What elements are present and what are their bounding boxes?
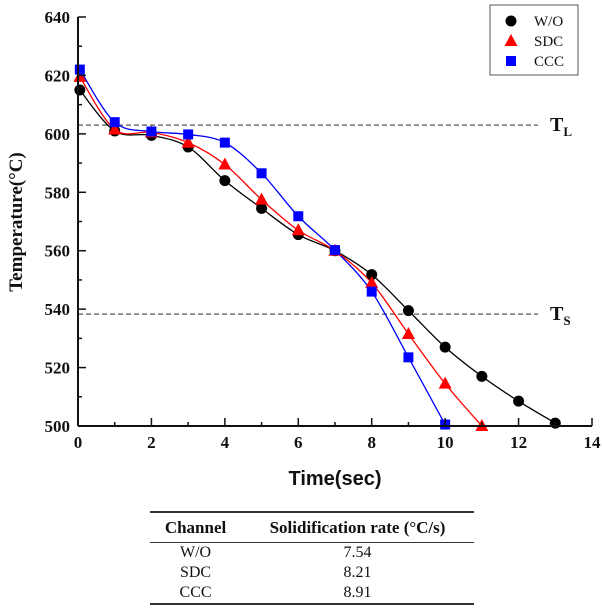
data-point-sdc [108, 122, 122, 135]
curve-ccc [79, 69, 446, 425]
legend-marker-sdc [504, 34, 518, 46]
data-point-sdc [255, 192, 269, 205]
table-row: SDC 8.21 [150, 563, 474, 583]
legend-label-wo: W/O [534, 14, 563, 30]
table-row: CCC 8.91 [150, 583, 474, 605]
x-tick-label: 8 [367, 433, 376, 452]
x-tick-label: 6 [294, 433, 303, 452]
data-point-wo [402, 305, 414, 317]
data-point-ccc [183, 129, 194, 140]
y-axis-title: Temperature(°C) [6, 152, 27, 292]
reference-label-ts: TS [550, 303, 571, 328]
legend: W/O SDC CCC [489, 4, 579, 76]
data-point-ccc [366, 286, 377, 297]
data-point-wo [74, 84, 86, 96]
data-point-ccc [293, 211, 304, 222]
data-point-wo [513, 395, 525, 407]
data-point-sdc [181, 135, 195, 148]
table-row: W/O 7.54 [150, 543, 474, 564]
cell-channel: SDC [179, 564, 212, 581]
legend-label-sdc: SDC [534, 34, 563, 50]
data-point-ccc [403, 352, 414, 363]
y-tick-label: 640 [45, 8, 71, 27]
data-point-wo [256, 202, 268, 214]
data-point-ccc [109, 117, 120, 128]
data-point-sdc [365, 275, 379, 288]
y-tick-label: 560 [45, 242, 71, 261]
y-tick-label: 620 [45, 66, 71, 85]
reference-label-tl: TL [550, 114, 572, 139]
x-tick-label: 4 [221, 433, 230, 452]
x-tick-label: 14 [584, 433, 602, 452]
data-point-sdc [438, 376, 452, 389]
legend-marker-ccc [506, 56, 516, 66]
data-point-wo [476, 370, 488, 382]
column-header-rate: Solidification rate (°C/s) [241, 511, 474, 543]
cell-channel: CCC [150, 583, 242, 605]
data-point-sdc [401, 326, 415, 339]
y-tick-label: 600 [45, 125, 71, 144]
cell-rate: 7.54 [343, 544, 372, 561]
cell-channel: W/O [179, 544, 212, 561]
data-point-ccc [256, 168, 267, 179]
table-header-row: Channel Solidification rate (°C/s) [150, 511, 474, 543]
legend-label-ccc: CCC [534, 54, 564, 70]
data-point-wo [219, 175, 231, 187]
data-point-wo [366, 269, 378, 281]
data-point-wo [439, 341, 451, 353]
reference-lines: TL TS [78, 114, 572, 328]
x-tick-label: 0 [74, 433, 83, 452]
cell-rate: 8.21 [343, 564, 372, 581]
solidification-rate-table: Channel Solidification rate (°C/s) W/O 7… [150, 511, 474, 605]
legend-box [489, 4, 579, 76]
data-point-sdc [291, 223, 305, 236]
curve-sdc [79, 76, 483, 427]
x-tick-label: 2 [147, 433, 156, 452]
legend-marker-wo [505, 15, 517, 27]
data-point-ccc [219, 137, 230, 148]
data-point-sdc [218, 157, 232, 170]
cell-rate: 8.91 [241, 583, 474, 605]
axes [77, 17, 592, 427]
data-point-ccc [146, 126, 157, 137]
column-header-channel: Channel [150, 511, 242, 543]
cooling-curve-chart: TL TS 0 2 4 6 8 10 12 14 500 520 540 560 580 600 620 640… [6, 4, 602, 490]
series-markers [73, 64, 561, 431]
x-tick-label: 12 [510, 433, 527, 452]
y-tick-label: 520 [45, 359, 71, 378]
data-point-ccc [74, 64, 85, 75]
y-tick-label: 540 [45, 300, 71, 319]
x-axis-title: Time(sec) [288, 468, 381, 490]
y-tick-label: 500 [45, 417, 71, 436]
y-tick-label: 580 [45, 183, 71, 202]
data-point-ccc [330, 245, 340, 256]
x-tick-label: 10 [437, 433, 454, 452]
axis-ticks: 0 2 4 6 8 10 12 14 500 520 540 560 580 600 620 640 [45, 8, 602, 452]
